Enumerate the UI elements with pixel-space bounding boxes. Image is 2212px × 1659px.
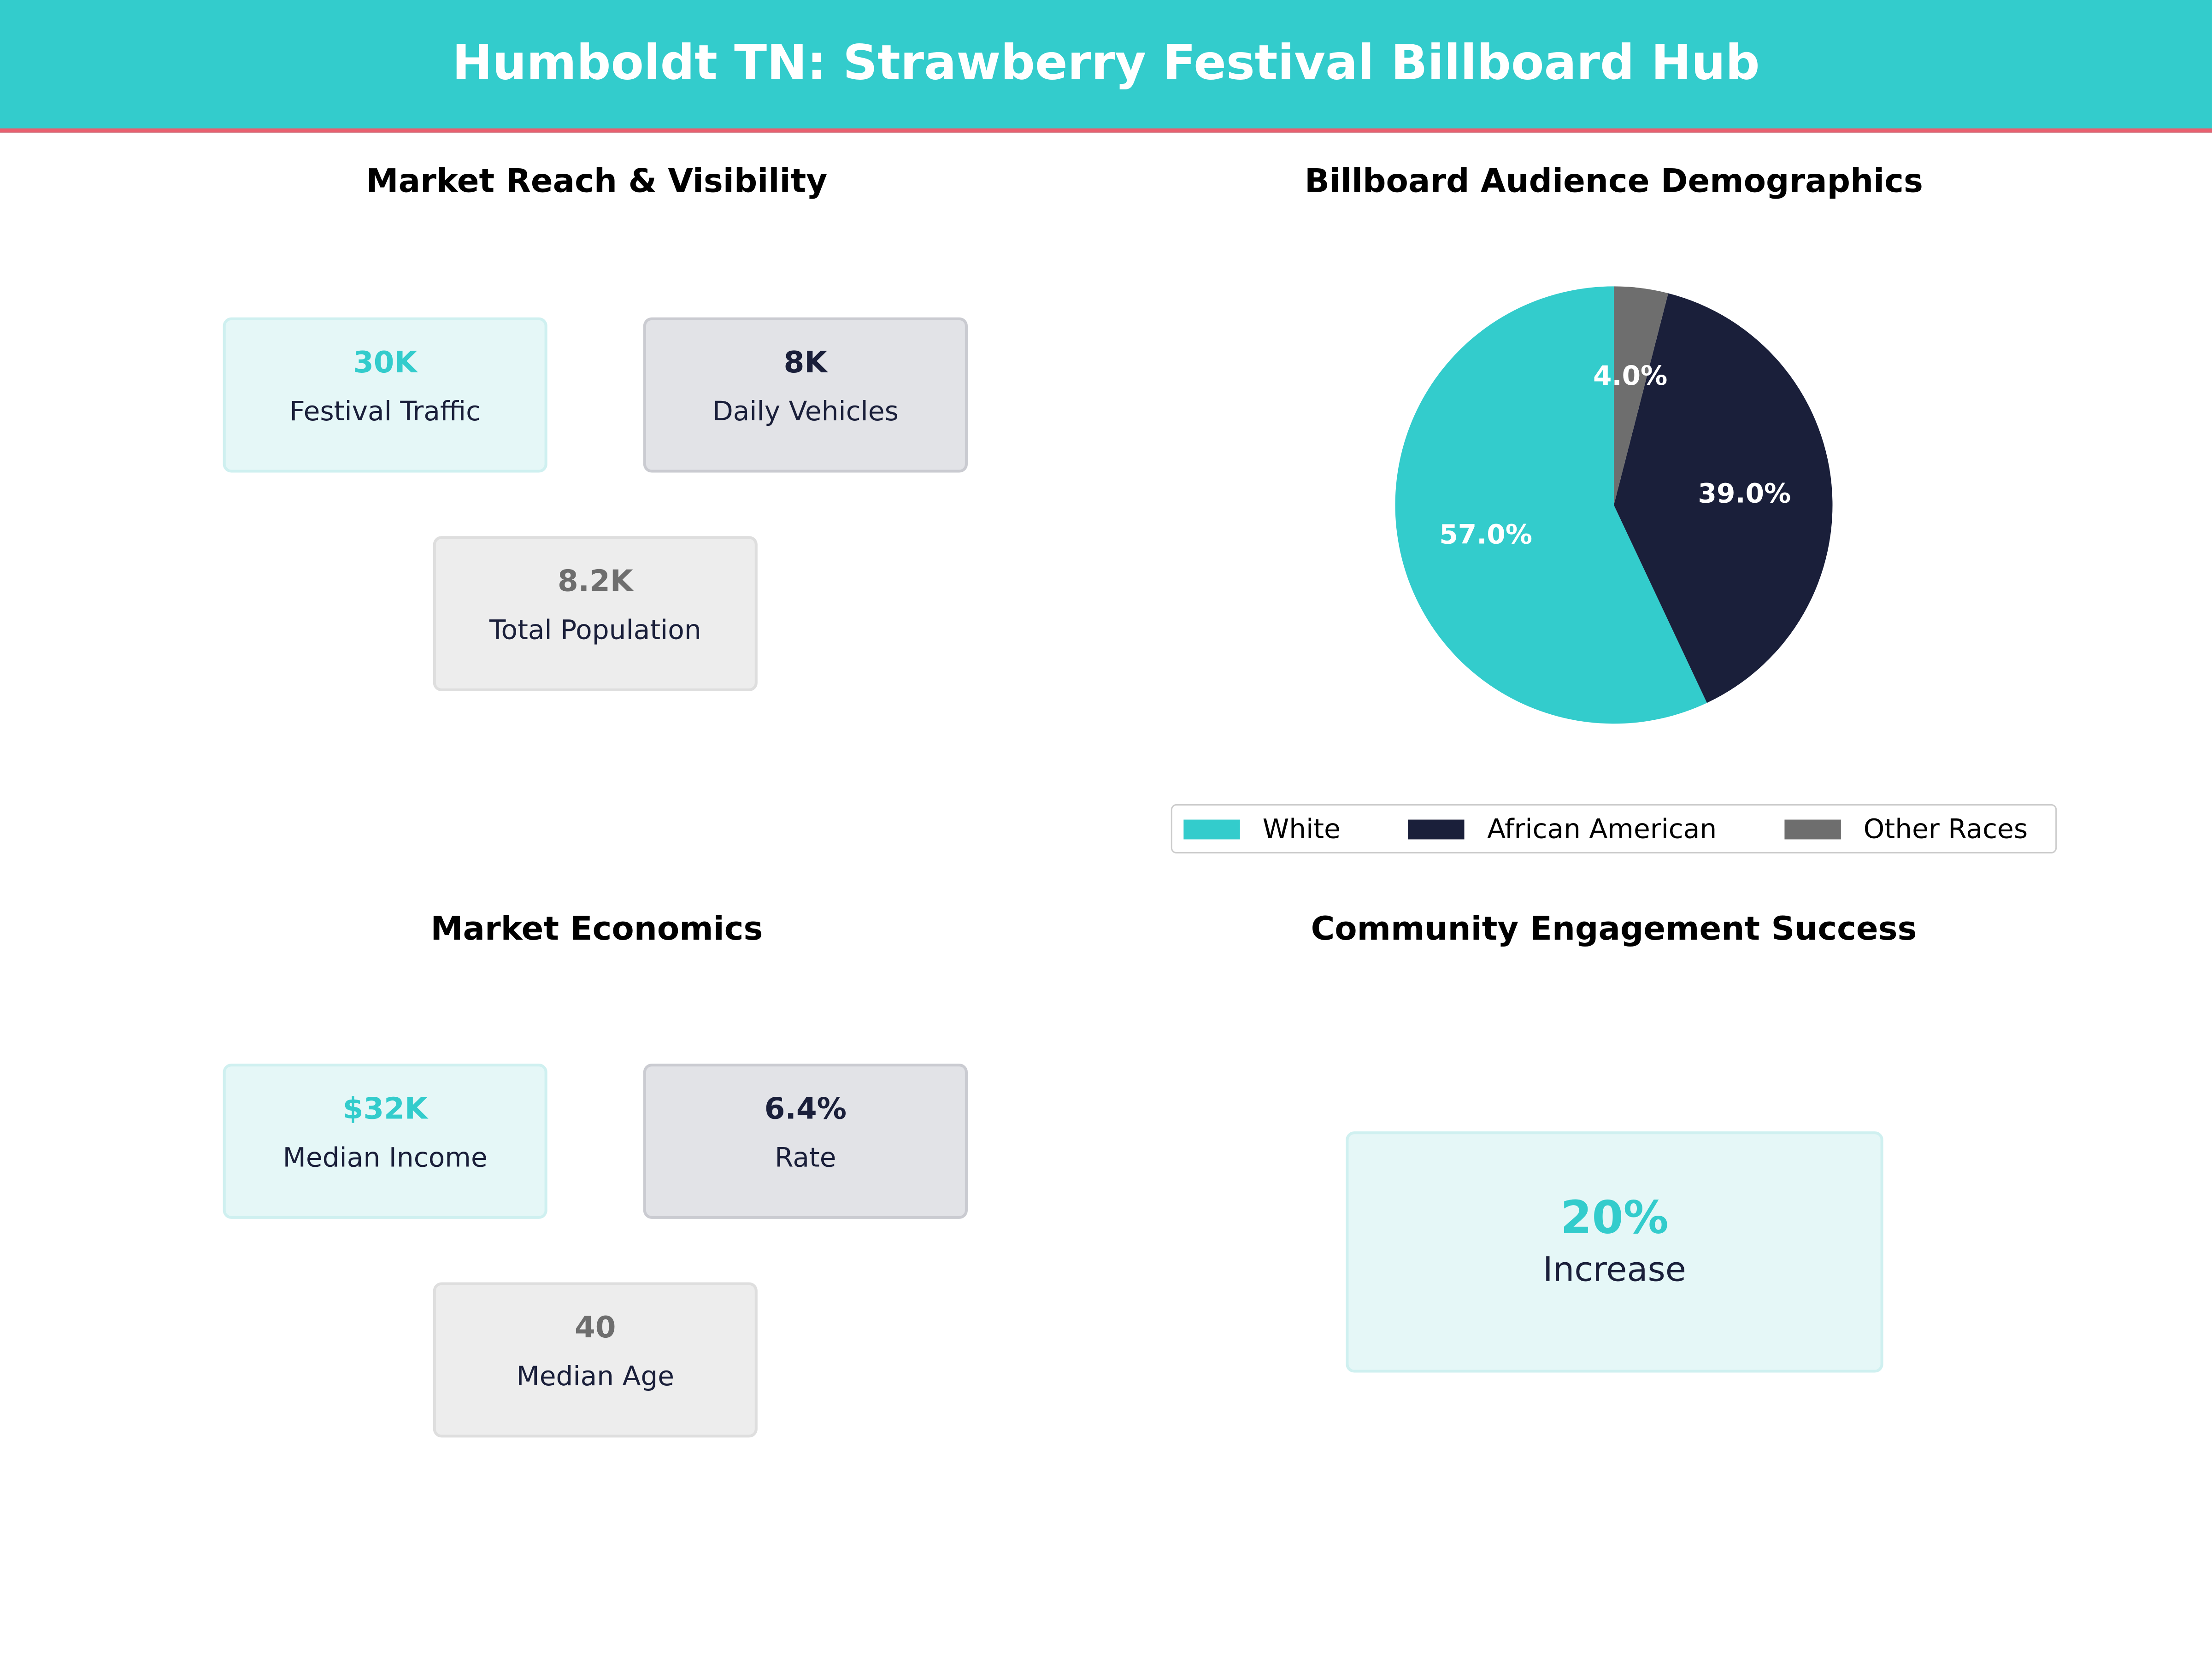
card-label: Total Population	[489, 615, 701, 647]
card-value: $32K	[342, 1092, 428, 1126]
legend-item-other-races: Other Races	[1784, 813, 2028, 844]
daily-vehicles-card: 8K Daily Vehicles	[643, 317, 968, 473]
legend-item-african-american: African American	[1408, 813, 1717, 844]
market-reach-title: Market Reach & Visibility	[366, 164, 828, 200]
legend-swatch	[1183, 819, 1240, 839]
rate-card: 6.4% Rate	[643, 1064, 968, 1219]
market-economics-title: Market Economics	[430, 911, 763, 948]
median-age-card: 40 Median Age	[433, 1282, 758, 1438]
legend-swatch	[1784, 819, 1841, 839]
legend-label: African American	[1487, 813, 1717, 845]
pie-slice-white	[1395, 286, 1707, 724]
card-label: Median Age	[516, 1361, 675, 1393]
legend-swatch	[1408, 819, 1465, 839]
card-label: Median Income	[282, 1142, 488, 1174]
card-value: 30K	[353, 345, 418, 380]
festival-traffic-card: 30K Festival Traffic	[223, 317, 547, 473]
legend-label: Other Races	[1863, 813, 2028, 845]
pie-legend: White African American Other Races	[1171, 804, 2057, 854]
pie-slice-african-american	[1614, 293, 1833, 703]
card-label: Rate	[775, 1142, 836, 1174]
card-label: Festival Traffic	[289, 396, 481, 428]
legend-label: White	[1262, 813, 1341, 845]
card-value: 8K	[783, 345, 828, 380]
pie-slice-other-races	[1614, 286, 1669, 505]
page-title: Humboldt TN: Strawberry Festival Billboa…	[452, 35, 1760, 92]
header-bar: Humboldt TN: Strawberry Festival Billboa…	[0, 0, 2212, 133]
card-value: 6.4%	[764, 1092, 847, 1126]
engagement-card: 20% Increase	[1346, 1131, 1883, 1373]
median-income-card: $32K Median Income	[223, 1064, 547, 1219]
card-label: Daily Vehicles	[712, 396, 899, 428]
pie-data-label: 4.0%	[1593, 360, 1667, 391]
pie-data-label: 57.0%	[1439, 518, 1532, 550]
engagement-label: Increase	[1543, 1250, 1686, 1289]
card-value: 40	[575, 1310, 616, 1345]
engagement-value: 20%	[1560, 1190, 1669, 1244]
card-value: 8.2K	[557, 564, 633, 598]
total-population-card: 8.2K Total Population	[433, 536, 758, 691]
pie-chart-title: Billboard Audience Demographics	[1305, 164, 1923, 200]
engagement-title: Community Engagement Success	[1311, 911, 1917, 948]
pie-data-label: 39.0%	[1698, 478, 1791, 509]
legend-item-white: White	[1183, 813, 1341, 844]
